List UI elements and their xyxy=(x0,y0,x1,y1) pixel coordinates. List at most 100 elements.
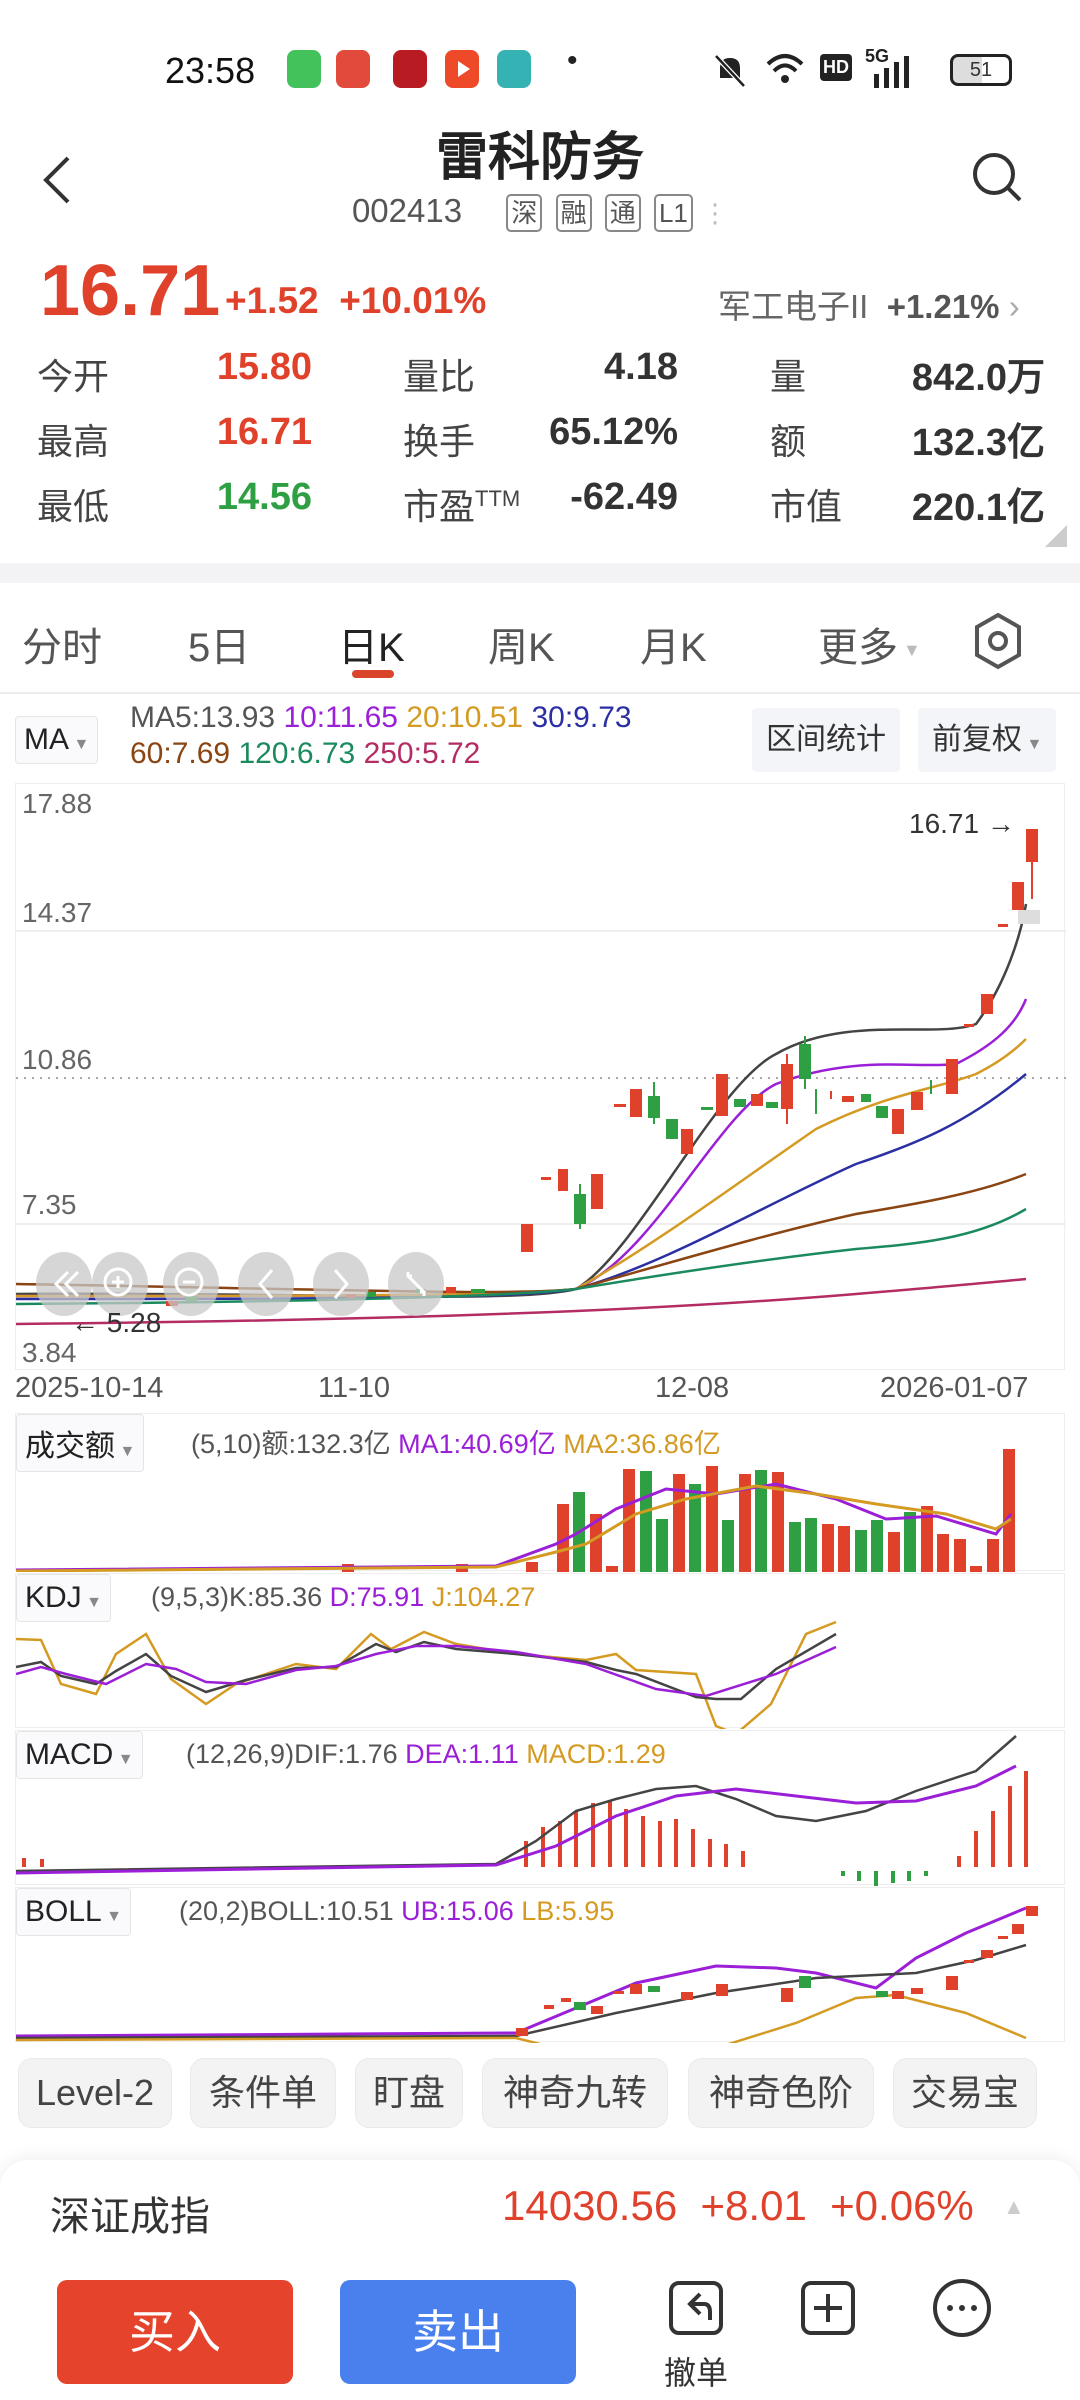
boll-panel: BOLL ▼ (20,2)BOLL:10.51 UB:15.06 LB:5.95 xyxy=(15,1887,1065,2043)
amount-panel: 成交额 ▼ (5,10)额:132.3亿 MA1:40.69亿 MA2:36.8… xyxy=(15,1413,1065,1572)
kdj-panel: KDJ ▼ (9,5,3)K:85.36 D:75.91 J:104.27 xyxy=(15,1573,1065,1729)
stat-label: 市盈TTM xyxy=(403,486,521,527)
stat-label: 市值 xyxy=(770,486,843,527)
kline-chart[interactable]: 17.88 14.37 10.86 7.35 3.84 16.71 → ← 5.… xyxy=(15,783,1066,1370)
battery-icon: 51 xyxy=(950,54,1012,86)
range-stats-button[interactable]: 区间统计 xyxy=(752,708,900,772)
x-label: 12-08 xyxy=(655,1372,730,1404)
x-label: 2025-10-14 xyxy=(15,1372,164,1404)
stat-value-market-cap: 220.1亿 xyxy=(911,487,1045,529)
macd-lines xyxy=(16,1735,1028,1886)
stat-label: 量 xyxy=(770,356,807,397)
ma-legend: MA5:13.93 10:11.65 20:10.51 30:9.73 60:7… xyxy=(130,701,632,770)
sector-pct: +1.21% xyxy=(886,288,1000,325)
level2-button[interactable]: Level-2 xyxy=(18,2058,172,2128)
scroll-left-icon xyxy=(238,1252,294,1316)
tab-daily-k[interactable]: 日K xyxy=(338,626,405,670)
stat-value-volume: 842.0万 xyxy=(911,357,1045,399)
cancel-order-label[interactable]: 撤单 xyxy=(664,2355,729,2391)
stat-label: 量比 xyxy=(403,356,476,397)
ma-selector[interactable]: MA ▼ xyxy=(15,716,99,764)
y-label: 3.84 xyxy=(22,1337,77,1368)
kline-plot xyxy=(16,829,1066,1326)
kdj-selector[interactable]: KDJ ▼ xyxy=(16,1574,111,1622)
add-icon[interactable] xyxy=(800,2280,856,2336)
x-label: 11-10 xyxy=(318,1372,391,1404)
dot-icon: • xyxy=(567,44,578,77)
tab-divider xyxy=(0,692,1080,694)
tab-5day[interactable]: 5日 xyxy=(188,626,251,670)
sector-link[interactable]: 军工电子II +1.21% › xyxy=(718,280,1020,328)
tab-more[interactable]: 更多 ▼ xyxy=(818,626,921,670)
expand-up-icon[interactable]: ▲ xyxy=(1003,2194,1025,2219)
back-button[interactable] xyxy=(40,150,74,224)
boll-selector[interactable]: BOLL ▼ xyxy=(16,1888,131,1936)
trade-treasure-button[interactable]: 交易宝 xyxy=(893,2058,1037,2128)
stat-label: 换手 xyxy=(403,421,476,462)
index-name[interactable]: 深证成指 xyxy=(50,2195,210,2239)
price-change: +1.52 +10.01% xyxy=(225,280,487,321)
stat-value-pe: -62.49 xyxy=(570,476,678,518)
y-label: 10.86 xyxy=(22,1044,93,1075)
5g-label: 5G xyxy=(865,46,890,66)
expand-corner-icon[interactable] xyxy=(1045,525,1067,547)
caret-down-icon: ▼ xyxy=(898,639,921,660)
mute-bell-icon xyxy=(714,54,746,88)
settings-hexagon-icon[interactable] xyxy=(972,612,1024,670)
reader-icon xyxy=(497,50,531,88)
sector-name: 军工电子II xyxy=(718,288,869,325)
conditional-order-button[interactable]: 条件单 xyxy=(190,2058,336,2128)
chevron-right-icon: › xyxy=(1008,288,1020,325)
sell-button[interactable]: 卖出 xyxy=(340,2280,576,2384)
x-label: 2026-01-07 xyxy=(880,1372,1029,1404)
stat-label: 最低 xyxy=(37,486,110,527)
tab-intraday[interactable]: 分时 xyxy=(22,626,102,670)
stock-code: 002413 xyxy=(351,192,463,229)
kdj-legend: (9,5,3)K:85.36 D:75.91 J:104.27 xyxy=(151,1582,536,1612)
wifi-icon xyxy=(766,54,804,83)
more-dots-icon[interactable]: ⋮ xyxy=(702,198,729,228)
tab-weekly-k[interactable]: 周K xyxy=(488,626,555,670)
zoom-out-icon xyxy=(163,1252,219,1316)
current-price: 16.71 xyxy=(40,251,221,331)
zoom-in-icon xyxy=(92,1252,148,1316)
y-label: 7.35 xyxy=(22,1189,77,1220)
more-options-icon[interactable] xyxy=(932,2278,992,2338)
y-label: 17.88 xyxy=(22,788,93,819)
stock-name: 雷科防务 xyxy=(435,129,644,187)
buy-button[interactable]: 买入 xyxy=(57,2280,293,2384)
candles xyxy=(166,829,1040,1306)
amount-selector[interactable]: 成交额 ▼ xyxy=(16,1414,145,1472)
messages-icon xyxy=(287,50,321,88)
stat-value-amount: 132.3亿 xyxy=(911,422,1045,464)
status-time: 23:58 xyxy=(165,50,256,91)
amount-legend: (5,10)额:132.3亿 MA1:40.69亿 MA2:36.86亿 xyxy=(191,1429,721,1459)
adjust-selector[interactable]: 前复权 ▼ xyxy=(918,708,1057,772)
section-divider xyxy=(0,563,1080,583)
magic-color-button[interactable]: 神奇色阶 xyxy=(688,2058,874,2128)
stat-label: 今开 xyxy=(37,356,110,397)
cancel-order-icon[interactable] xyxy=(668,2280,724,2336)
active-tab-indicator xyxy=(352,670,394,678)
signal-icon xyxy=(874,56,909,88)
tag-shen: 深 xyxy=(506,194,543,232)
amount-bars xyxy=(16,1449,1015,1572)
watch-button[interactable]: 盯盘 xyxy=(355,2058,463,2128)
hd-icon: HD xyxy=(820,54,852,81)
macd-selector[interactable]: MACD ▼ xyxy=(16,1731,143,1779)
boll-legend: (20,2)BOLL:10.51 UB:15.06 LB:5.95 xyxy=(179,1896,615,1926)
stock-code-row: 002413 深 融 通 L1 ⋮ xyxy=(0,192,1080,232)
scroll-right-icon xyxy=(313,1252,369,1316)
search-icon[interactable] xyxy=(970,150,1026,206)
stat-label: 最高 xyxy=(37,421,110,462)
tab-monthly-k[interactable]: 月K xyxy=(640,626,707,670)
stat-value-high: 16.71 xyxy=(216,411,312,453)
video-icon xyxy=(445,50,479,88)
high-price-marker: 16.71 → xyxy=(909,808,1015,839)
magic-nine-button[interactable]: 神奇九转 xyxy=(482,2058,668,2128)
stat-label: 额 xyxy=(770,421,807,462)
tag-tong: 通 xyxy=(604,194,641,232)
zhaoshang-securities-icon xyxy=(393,50,427,88)
macd-legend: (12,26,9)DIF:1.76 DEA:1.11 MACD:1.29 xyxy=(186,1739,666,1769)
index-quote: 14030.56 +8.01 +0.06% xyxy=(502,2182,974,2229)
